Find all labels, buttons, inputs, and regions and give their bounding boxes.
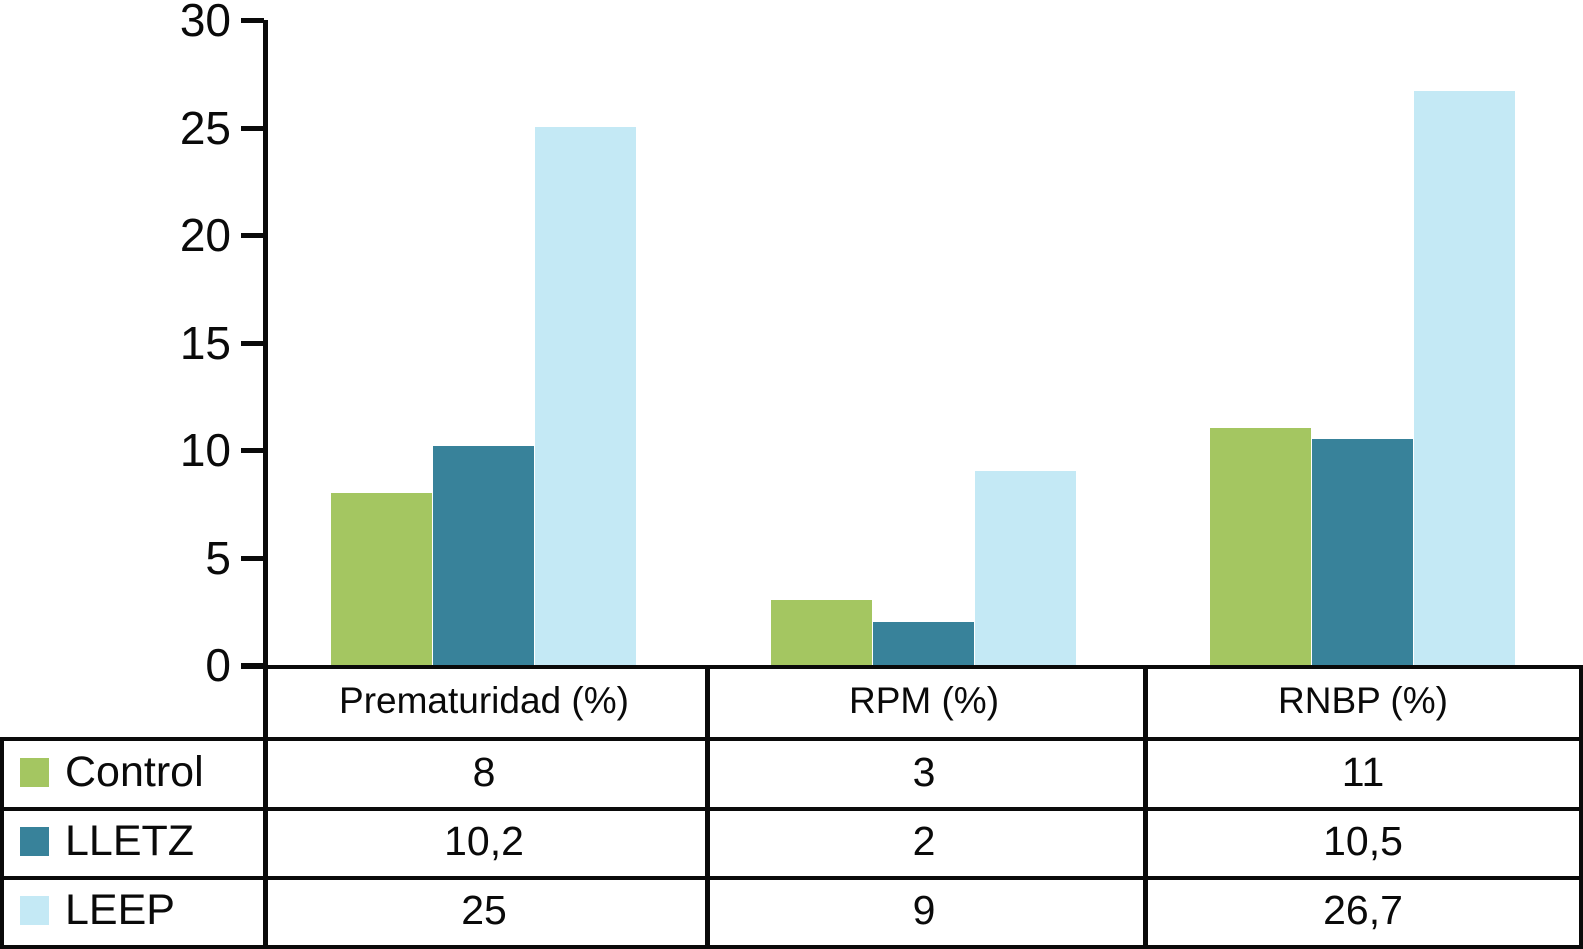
table-line-right xyxy=(1579,665,1583,949)
y-tick-mark-15 xyxy=(241,341,264,346)
table-line-v3 xyxy=(1143,665,1148,949)
y-tick-mark-30 xyxy=(241,18,264,23)
legend-swatch-control xyxy=(20,757,49,787)
table-line-h3 xyxy=(0,876,1583,880)
category-header-rpm: RPM (%) xyxy=(848,680,1000,721)
table-line-v2 xyxy=(705,665,710,949)
y-tick-mark-5 xyxy=(241,556,264,561)
y-tick-label-0: 0 xyxy=(205,639,231,691)
legend-swatch-leep xyxy=(20,896,49,925)
value-control-rnbp: 11 xyxy=(1341,748,1385,795)
legend-label-leep: LEEP xyxy=(65,886,175,934)
table-line-top xyxy=(241,665,1583,669)
bar-control-rpm xyxy=(771,600,872,665)
legend-label-lletz: LLETZ xyxy=(65,817,195,865)
legend-label-control: Control xyxy=(65,747,204,796)
value-lletz-rpm: 2 xyxy=(912,818,936,864)
table-line-h4 xyxy=(0,945,1583,949)
category-header-rnbp: RNBP (%) xyxy=(1278,680,1448,721)
value-leep-rnbp: 26,7 xyxy=(1323,887,1403,933)
bar-lletz-prematuridad xyxy=(433,446,534,665)
value-control-prematuridad: 8 xyxy=(472,748,496,795)
table-corner-empty xyxy=(0,665,263,737)
value-control-rpm: 3 xyxy=(912,748,936,795)
legend-item-leep: LEEP xyxy=(0,876,263,945)
value-leep-rpm: 9 xyxy=(912,887,936,933)
bar-control-prematuridad xyxy=(331,493,432,665)
bar-lletz-rpm xyxy=(873,622,974,665)
y-tick-label-10: 10 xyxy=(179,424,231,476)
y-axis-line xyxy=(263,20,268,669)
legend-swatch-lletz xyxy=(20,827,49,856)
y-tick-mark-25 xyxy=(241,126,264,131)
y-tick-label-25: 25 xyxy=(179,102,231,154)
table-line-v1 xyxy=(263,665,268,949)
y-tick-mark-20 xyxy=(241,233,264,238)
bar-leep-rnbp xyxy=(1414,91,1515,665)
table-line-h2 xyxy=(0,807,1583,811)
y-tick-label-30: 30 xyxy=(179,0,231,46)
y-tick-label-5: 5 xyxy=(205,532,231,584)
value-lletz-prematuridad: 10,2 xyxy=(444,818,524,864)
bar-leep-prematuridad xyxy=(535,127,636,665)
value-leep-prematuridad: 25 xyxy=(461,887,507,933)
legend-item-control: Control xyxy=(0,737,263,807)
y-tick-mark-10 xyxy=(241,448,264,453)
table-line-left xyxy=(0,737,4,949)
value-lletz-rnbp: 10,5 xyxy=(1323,818,1403,864)
y-tick-label-15: 15 xyxy=(179,317,231,369)
bar-lletz-rnbp xyxy=(1312,439,1413,665)
table-line-h1 xyxy=(0,737,1583,741)
y-tick-label-20: 20 xyxy=(179,209,231,261)
bar-leep-rpm xyxy=(975,471,1076,665)
category-header-prematuridad: Prematuridad (%) xyxy=(339,680,629,721)
bar-control-rnbp xyxy=(1210,428,1311,665)
data-table: Prematuridad (%) RPM (%) RNBP (%) Control 8 3… xyxy=(0,665,1583,949)
legend-item-lletz: LLETZ xyxy=(0,807,263,876)
